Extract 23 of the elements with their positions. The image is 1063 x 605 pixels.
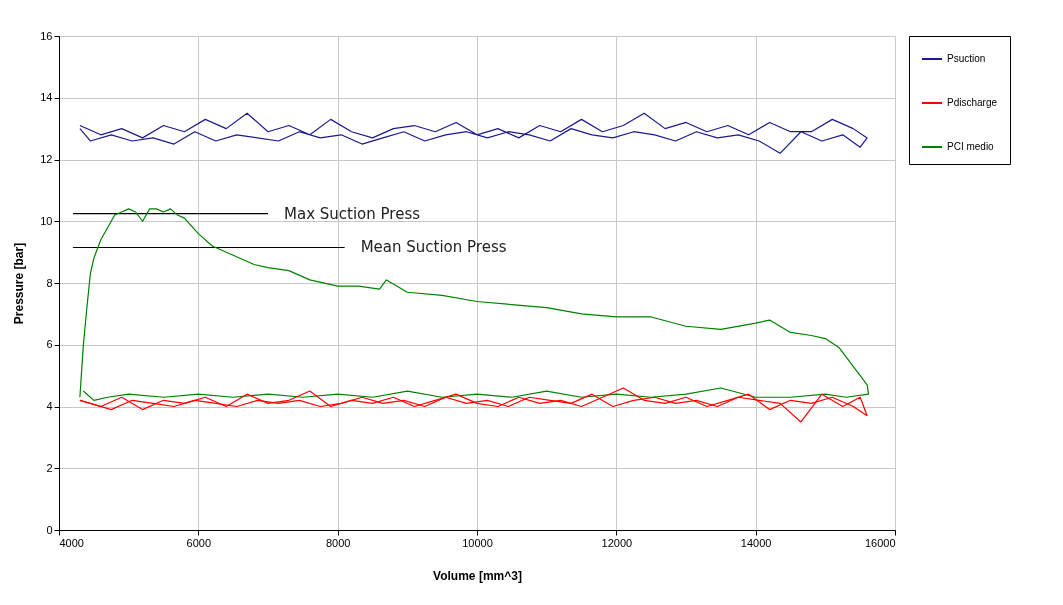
annotation: Mean Suction Press — [360, 238, 507, 257]
x-tick-label: 10000 — [462, 536, 493, 549]
x-tick-label: 4000 — [59, 536, 84, 549]
x-axis-title: Volume [mm^3] — [433, 568, 522, 583]
y-axis-title: Pressure [bar] — [12, 242, 27, 325]
y-tick-label: 2 — [46, 461, 53, 474]
y-tick-label: 10 — [40, 214, 53, 227]
legend-label: Psuction — [947, 53, 986, 64]
legend-label: Pdischarge — [947, 97, 998, 108]
x-tick-label: 6000 — [186, 536, 212, 549]
y-tick-label: 8 — [46, 276, 53, 289]
y-tick-label: 6 — [46, 338, 53, 351]
x-tick-label: 8000 — [325, 536, 351, 549]
x-tick-label: 14000 — [740, 536, 772, 549]
y-tick-label: 0 — [46, 523, 53, 536]
x-tick-label: 16000 — [864, 536, 896, 549]
y-tick-label: 16 — [40, 29, 53, 42]
legend-label: PCI medio — [947, 141, 995, 152]
y-tick-label: 14 — [40, 91, 53, 104]
x-tick-label: 12000 — [601, 536, 633, 549]
y-tick-label: 12 — [40, 153, 53, 165]
y-tick-label: 4 — [46, 400, 53, 412]
annotation: Max Suction Press — [284, 204, 421, 223]
